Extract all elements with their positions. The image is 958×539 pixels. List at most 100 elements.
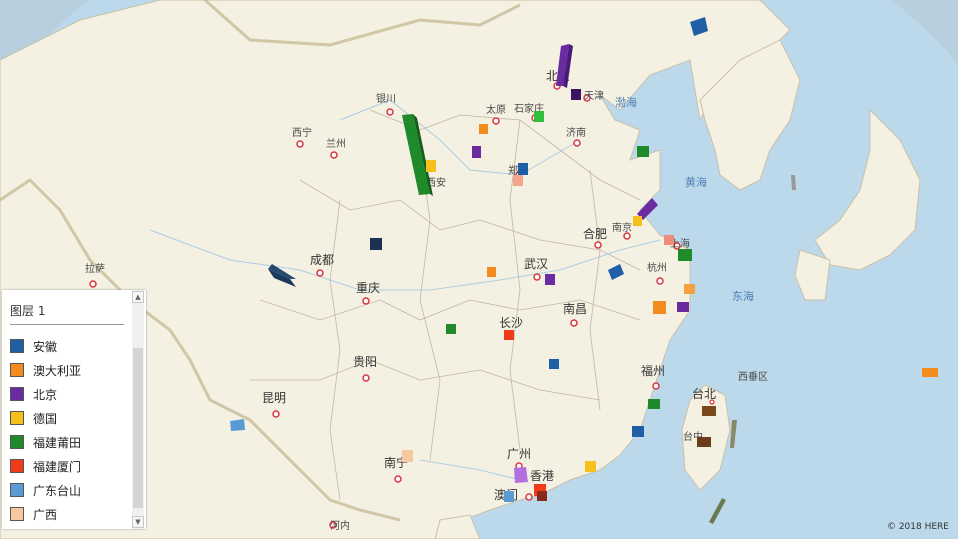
city-kunming[interactable]: 昆明	[262, 391, 286, 418]
city-taipei[interactable]: 台北	[692, 386, 716, 405]
svg-text:香港: 香港	[530, 469, 554, 483]
city-wuhan[interactable]: 武汉	[524, 257, 548, 281]
land-kyushu	[794, 249, 831, 301]
legend-swatch	[10, 387, 24, 401]
svg-text:银川: 银川	[376, 92, 396, 105]
column-guangxi-peach[interactable]	[402, 450, 413, 462]
column-wuhan-purple[interactable]	[545, 274, 555, 285]
legend-swatch	[10, 435, 24, 449]
column-jiangxi-blue[interactable]	[549, 359, 559, 369]
scroll-down-arrow-icon[interactable]: ▼	[132, 516, 144, 528]
column-chengdu-dark[interactable]	[370, 238, 382, 250]
legend-item[interactable]: 北京	[10, 382, 81, 406]
scroll-thumb[interactable]	[133, 348, 143, 508]
column-taishan-blue[interactable]	[504, 491, 514, 502]
city-taiyuan[interactable]: 太原	[486, 103, 506, 125]
city-lhasa[interactable]: 拉萨	[85, 262, 105, 288]
legend-item[interactable]: 德国	[10, 406, 81, 430]
column-orange-b[interactable]	[487, 267, 496, 277]
column-japan-orange[interactable]	[922, 368, 938, 377]
column-beijing[interactable]	[556, 44, 573, 88]
svg-text:福州: 福州	[641, 363, 665, 378]
column-hangzhou-blue[interactable]	[608, 264, 624, 280]
column-shanghai-green[interactable]	[678, 249, 692, 261]
province-borders	[250, 109, 641, 501]
column-shandong-thin[interactable]	[791, 175, 796, 190]
city-hanoi[interactable]: 河内	[329, 519, 350, 532]
column-zhejiang-orange[interactable]	[653, 284, 695, 314]
city-nanjing[interactable]: 南京	[612, 221, 632, 240]
city-jinan[interactable]: 济南	[566, 126, 586, 147]
legend-item-label: 福建莆田	[33, 435, 82, 450]
map-copyright: © 2018 HERE	[886, 522, 949, 532]
column-shanghai-purple[interactable]	[637, 198, 658, 220]
column-zhejiang-purple[interactable]	[677, 302, 689, 312]
legend-item[interactable]: 澳大利亚	[10, 358, 81, 382]
column-guangzhou-purple[interactable]	[514, 467, 528, 483]
city-tianjin[interactable]: 天津	[583, 90, 604, 102]
city-chengdu[interactable]: 成都	[310, 253, 334, 277]
svg-text:长沙: 长沙	[499, 316, 523, 330]
svg-text:广州: 广州	[507, 447, 531, 461]
column-nanjing-yellow[interactable]	[633, 216, 642, 226]
column-xinjiang[interactable]	[268, 264, 296, 287]
city-chongqing[interactable]: 重庆	[356, 281, 380, 305]
column-thin-bar-a[interactable]	[730, 420, 737, 448]
svg-text:天津: 天津	[584, 90, 604, 102]
scroll-up-arrow-icon[interactable]: ▲	[132, 291, 144, 303]
legend-item-label: 德国	[33, 411, 58, 426]
legend-item-label: 澳大利亚	[33, 363, 82, 378]
column-qingdao-green[interactable]	[637, 146, 649, 157]
column-shijiazhuang-green[interactable]	[534, 111, 544, 122]
column-northeast-blue[interactable]	[690, 17, 708, 36]
land-hainan	[434, 514, 481, 539]
column-zhengzhou-blue[interactable]	[518, 163, 528, 175]
svg-text:武汉: 武汉	[524, 257, 548, 271]
column-taiwan-brown[interactable]	[697, 406, 716, 447]
legend-swatch	[10, 339, 24, 353]
column-xian-yellow[interactable]	[426, 160, 436, 172]
column-guangdong-yellow[interactable]	[585, 461, 596, 472]
column-peach-a[interactable]	[513, 175, 523, 186]
column-fujian-blue[interactable]	[632, 426, 644, 437]
svg-text:南昌: 南昌	[563, 301, 587, 316]
legend-item-label: 安徽	[33, 339, 58, 354]
legend-item[interactable]: 福建莆田	[10, 430, 81, 454]
sea-label-bohai: 渤海	[615, 95, 637, 109]
column-hunan-green[interactable]	[446, 324, 456, 334]
city-nanchang[interactable]: 南昌	[563, 301, 587, 327]
column-taiyuan-orange[interactable]	[479, 124, 488, 134]
city-hefei[interactable]: 合肥	[583, 226, 607, 249]
svg-text:南京: 南京	[612, 221, 632, 234]
city-xining[interactable]: 西宁	[292, 126, 312, 148]
column-yunnan-blue[interactable]	[230, 419, 245, 431]
column-beijing-2[interactable]	[571, 89, 581, 100]
column-salmon[interactable]	[664, 235, 674, 245]
city-shanghai[interactable]: 上海	[670, 237, 690, 250]
column-hk-red[interactable]	[534, 484, 547, 501]
legend-item[interactable]: 广东台山	[10, 478, 81, 502]
data-columns	[230, 17, 938, 524]
legend-item[interactable]: 福建厦门	[10, 454, 81, 478]
legend-item[interactable]: 广西	[10, 502, 81, 526]
svg-text:兰州: 兰州	[326, 137, 346, 150]
svg-text:西安: 西安	[426, 176, 446, 189]
legend-item[interactable]: 安徽	[10, 334, 81, 358]
city-hangzhou[interactable]: 杭州	[647, 261, 667, 285]
column-changsha-red[interactable]	[504, 330, 514, 340]
column-fujian-green[interactable]	[648, 399, 660, 409]
city-yinchuan[interactable]: 银川	[376, 92, 396, 116]
legend-scrollbar[interactable]: ▲ ▼	[132, 290, 144, 529]
svg-text:西宁: 西宁	[292, 126, 312, 139]
column-purple-a[interactable]	[472, 146, 481, 158]
column-xian[interactable]	[402, 114, 433, 196]
column-thin-bar-b[interactable]	[709, 498, 726, 524]
city-guiyang[interactable]: 贵阳	[353, 355, 377, 382]
svg-text:拉萨: 拉萨	[85, 262, 105, 275]
city-fuzhou[interactable]: 福州	[641, 363, 665, 390]
national-border	[0, 0, 521, 522]
city-lanzhou[interactable]: 兰州	[326, 137, 346, 159]
rivers	[149, 99, 661, 481]
city-xichui[interactable]: 西垂区	[738, 371, 768, 383]
